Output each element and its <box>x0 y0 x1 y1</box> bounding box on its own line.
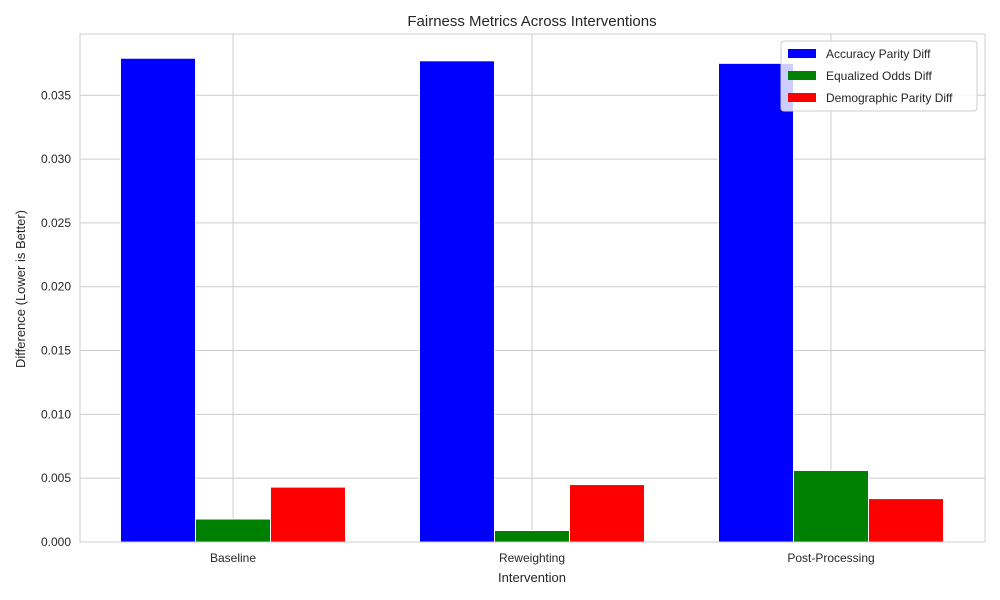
plot-area-frame <box>79 33 986 543</box>
y-tick-label: 0.005 <box>41 471 71 485</box>
chart-title: Fairness Metrics Across Interventions <box>407 13 656 30</box>
bar-accuracy-parity-diff-baseline <box>120 57 196 543</box>
y-tick-label: 0.035 <box>41 88 71 102</box>
x-axis-label: Intervention <box>498 570 566 585</box>
bar-equalized-odds-diff-post-processing <box>793 470 869 543</box>
legend-swatch <box>788 49 816 58</box>
y-axis-label: Difference (Lower is Better) <box>13 210 28 368</box>
legend: Accuracy Parity Diff Equalized Odds Diff D… <box>780 40 978 112</box>
legend-label: Equalized Odds Diff <box>826 69 933 83</box>
x-tick-label: Baseline <box>210 551 256 565</box>
bar-accuracy-parity-diff-reweighting <box>419 60 495 543</box>
y-tick-label: 0.025 <box>41 216 71 230</box>
legend-box <box>780 40 978 112</box>
bar-equalized-odds-diff-reweighting <box>494 530 570 543</box>
bar-equalized-odds-diff-baseline <box>195 518 271 543</box>
legend-label: Demographic Parity Diff <box>826 91 953 105</box>
legend-swatch <box>788 93 816 102</box>
bar-demographic-parity-diff-baseline <box>270 486 346 543</box>
y-tick-label: 0.010 <box>41 407 71 421</box>
grid-layer <box>80 34 985 543</box>
y-tick-label: 0.000 <box>41 535 71 549</box>
legend-swatch <box>788 71 816 80</box>
y-tick-label: 0.015 <box>41 344 71 358</box>
x-tick-label: Reweighting <box>499 551 565 565</box>
bar-demographic-parity-diff-reweighting <box>569 484 645 543</box>
x-tick-label: Post-Processing <box>787 551 874 565</box>
ticks-layer: 0.000 0.005 0.010 0.015 0.020 0.025 0.030 0.035… <box>41 88 875 565</box>
y-tick-label: 0.020 <box>41 280 71 294</box>
y-tick-label: 0.030 <box>41 152 71 166</box>
bar-accuracy-parity-diff-post-processing <box>718 62 794 543</box>
bar-demographic-parity-diff-post-processing <box>868 498 944 543</box>
bars-layer <box>120 57 944 543</box>
legend-label: Accuracy Parity Diff <box>826 47 931 61</box>
